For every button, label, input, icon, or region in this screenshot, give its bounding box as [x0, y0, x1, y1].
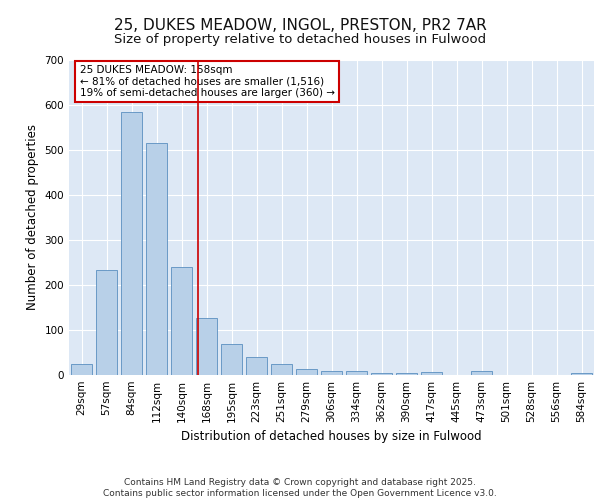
Bar	[71, 364, 92, 375]
Bar	[196, 318, 217, 375]
Bar	[421, 372, 442, 375]
Bar	[271, 364, 292, 375]
Bar	[221, 344, 242, 375]
Bar	[171, 267, 192, 375]
Bar	[246, 357, 267, 375]
Bar	[371, 373, 392, 375]
Bar	[96, 270, 117, 375]
Bar	[146, 143, 167, 375]
Bar	[346, 370, 367, 375]
Bar	[121, 112, 142, 375]
X-axis label: Distribution of detached houses by size in Fulwood: Distribution of detached houses by size …	[181, 430, 482, 444]
Bar	[571, 373, 592, 375]
Text: 25, DUKES MEADOW, INGOL, PRESTON, PR2 7AR: 25, DUKES MEADOW, INGOL, PRESTON, PR2 7A…	[113, 18, 487, 32]
Bar	[396, 373, 417, 375]
Text: Size of property relative to detached houses in Fulwood: Size of property relative to detached ho…	[114, 32, 486, 46]
Text: 25 DUKES MEADOW: 158sqm
← 81% of detached houses are smaller (1,516)
19% of semi: 25 DUKES MEADOW: 158sqm ← 81% of detache…	[79, 64, 335, 98]
Text: Contains HM Land Registry data © Crown copyright and database right 2025.
Contai: Contains HM Land Registry data © Crown c…	[103, 478, 497, 498]
Bar	[471, 372, 492, 375]
Y-axis label: Number of detached properties: Number of detached properties	[26, 124, 39, 310]
Bar	[296, 368, 317, 375]
Bar	[321, 371, 342, 375]
